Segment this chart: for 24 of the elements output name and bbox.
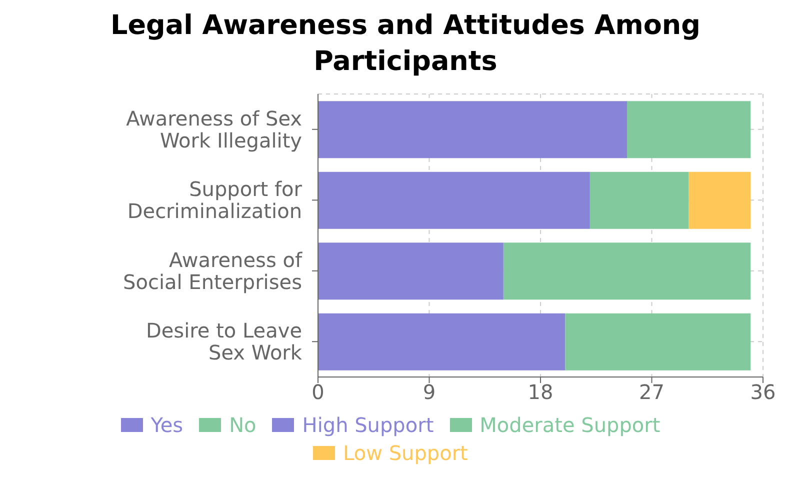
- x-tick-label: 0: [312, 380, 324, 404]
- y-tick-label: Awareness of Sex Work Illegality: [126, 106, 302, 152]
- y-tick-label: Awareness of Social Enterprises: [123, 248, 303, 294]
- x-tick-label: 18: [528, 380, 554, 404]
- bar: [318, 101, 628, 158]
- chart-title: Legal Awareness and Attitudes Among Participants: [110, 9, 702, 79]
- bar: [627, 101, 751, 158]
- bar: [565, 313, 751, 370]
- bar: [503, 242, 751, 300]
- legend-label: Low Support: [342, 441, 468, 465]
- x-tick-label: 27: [639, 380, 664, 404]
- bar: [688, 172, 751, 229]
- y-tick-label: Desire to Leave Sex Work: [146, 318, 302, 365]
- x-tick-label: 9: [422, 380, 436, 404]
- legend-label: High Support: [301, 413, 434, 437]
- legend-label: No: [228, 413, 256, 437]
- legend-label: Moderate Support: [478, 413, 660, 437]
- bar: [590, 172, 689, 229]
- x-tick-label: 36: [750, 380, 776, 404]
- bar: [318, 172, 590, 229]
- bar: [318, 313, 566, 370]
- bar: [318, 242, 504, 300]
- legend-label: Yes: [150, 413, 184, 437]
- y-tick-label: Support for Decriminalization: [127, 177, 303, 224]
